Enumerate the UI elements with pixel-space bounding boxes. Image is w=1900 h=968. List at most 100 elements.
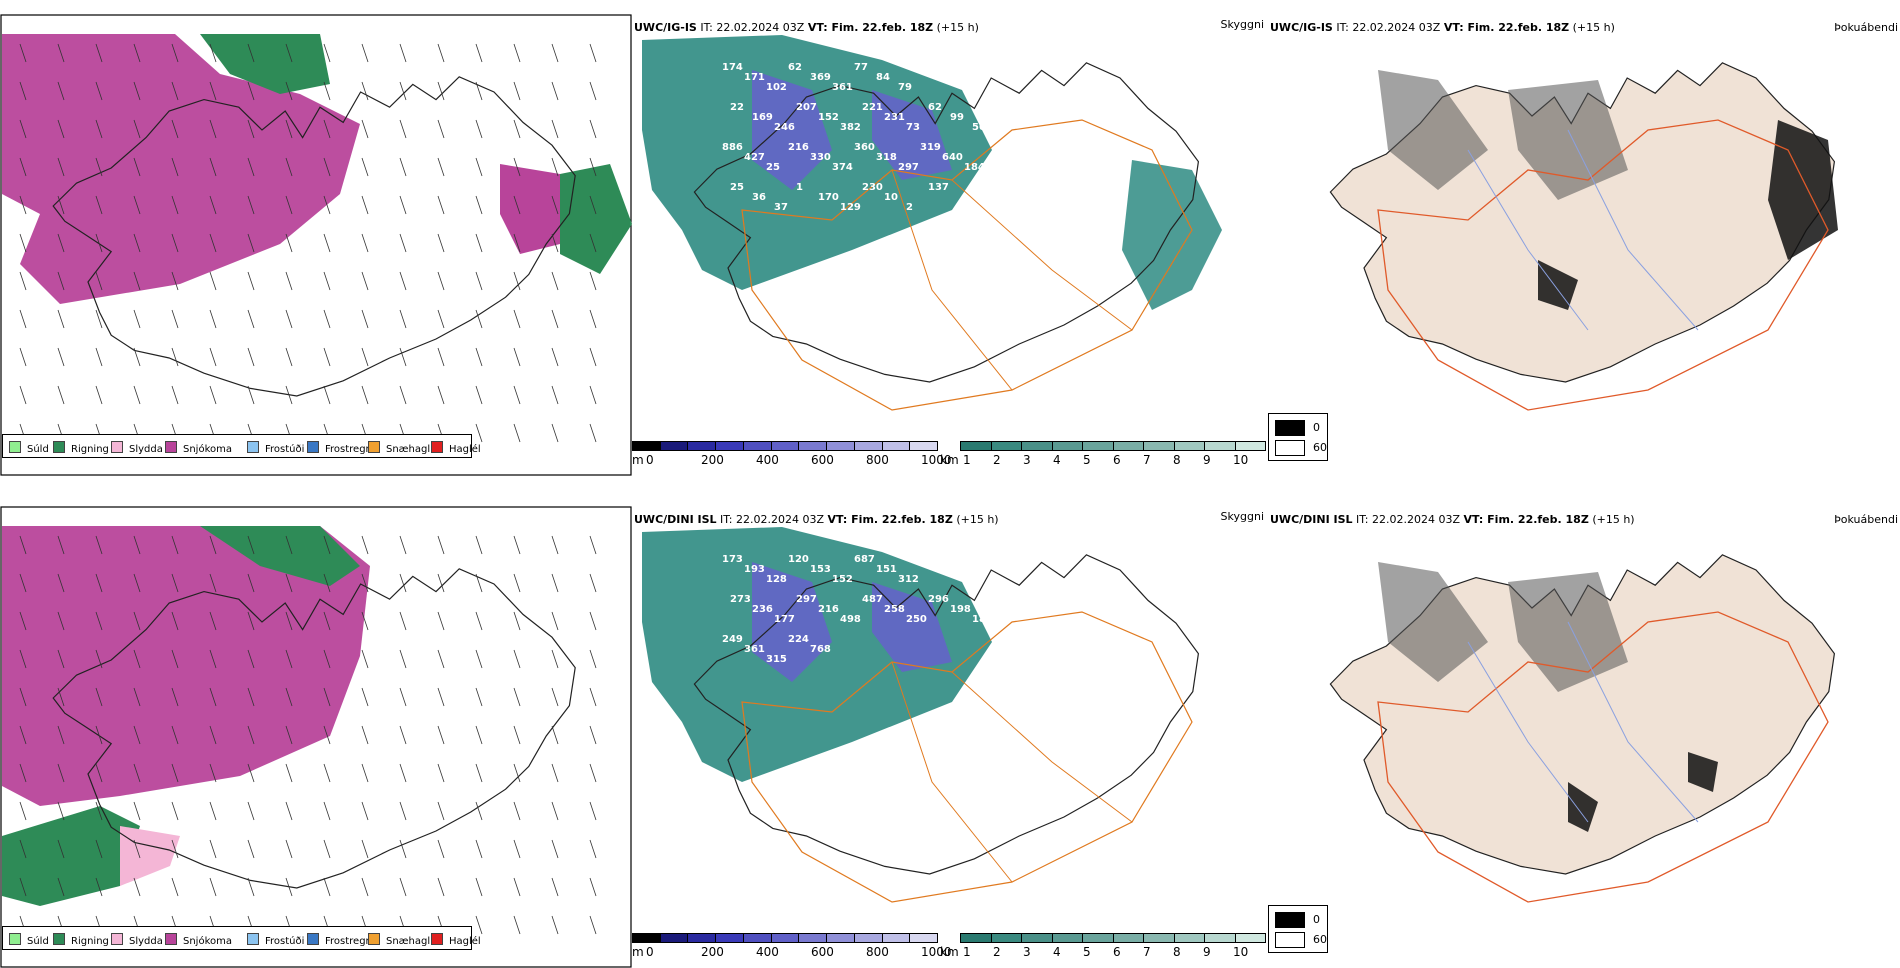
wind-barb	[589, 915, 597, 935]
wind-barb	[57, 839, 65, 859]
colorbar-segment	[910, 934, 938, 942]
road-network-inner	[891, 169, 1133, 391]
visibility-tick: 10	[1233, 945, 1249, 959]
cloudbase-label: 361	[744, 644, 765, 655]
wind-barb	[95, 535, 103, 555]
wind-barb	[95, 347, 103, 367]
wind-barb	[361, 763, 369, 783]
legend-swatch	[53, 441, 65, 453]
wind-barb	[285, 573, 293, 593]
fog-swatch-white	[1275, 440, 1305, 456]
cloudbase-label: 99	[950, 112, 964, 123]
colorbar-segment	[910, 442, 938, 450]
cloudbase-label: 36	[752, 192, 766, 203]
legend-item: Frostúði	[247, 933, 304, 947]
wind-barb	[513, 687, 521, 707]
precip-legend: Súld Rigning Slydda Snjókoma Frostúði Frostre…	[2, 434, 481, 458]
colorbar-segment	[716, 934, 744, 942]
cloudbase-tick: 800	[866, 945, 889, 959]
wind-barb	[551, 763, 559, 783]
wind-barb	[209, 839, 217, 859]
fog-map[interactable]	[1268, 522, 1900, 922]
fog-legend: 0 60	[1268, 413, 1328, 461]
cloudbase-label: 312	[898, 574, 919, 585]
wind-barb	[209, 233, 217, 253]
wind-barb	[133, 119, 141, 139]
wind-barb	[133, 573, 141, 593]
wind-barb	[551, 649, 559, 669]
wind-barb	[209, 81, 217, 101]
cloudbase-tick: 400	[756, 945, 779, 959]
road-network-inner	[891, 661, 1133, 883]
legend-item: Snæhagl	[368, 933, 430, 947]
cloudbase-label: 487	[862, 594, 883, 605]
cloudbase-unit: m	[632, 453, 644, 467]
wind-barb	[475, 347, 483, 367]
legend-item: Slydda	[111, 933, 163, 947]
cloudbase-label: 360	[854, 142, 875, 153]
colorbar-segment	[688, 442, 717, 450]
lead-time: (+15 h)	[956, 513, 999, 526]
wind-barb	[285, 611, 293, 631]
wind-barb	[285, 877, 293, 897]
wind-barb	[171, 119, 179, 139]
wind-barb	[361, 801, 369, 821]
iceland-coastline	[693, 554, 1200, 875]
wind-barb	[19, 347, 27, 367]
precip-map[interactable]	[0, 506, 632, 968]
cloud-visibility-map[interactable]: 1741711026236936177847918618716722169246…	[632, 30, 1268, 450]
colorbar-segment	[799, 934, 828, 942]
wind-barb	[57, 271, 65, 291]
precip-area-3	[120, 826, 180, 886]
wind-barb	[437, 195, 445, 215]
colorbar-segment	[991, 934, 1022, 942]
cloudbase-tick: 0	[646, 945, 654, 959]
legend-label: Súld	[27, 936, 49, 947]
cloudbase-label: 216	[818, 604, 839, 615]
fog-map[interactable]	[1268, 30, 1900, 430]
wind-barb	[475, 763, 483, 783]
wind-barb	[57, 801, 65, 821]
colorbar-segment	[1113, 442, 1144, 450]
cloudbase-label: 246	[774, 122, 795, 133]
wind-barb	[95, 573, 103, 593]
visibility-tick: 5	[1083, 453, 1091, 467]
wind-barb	[19, 611, 27, 631]
wind-barb	[475, 233, 483, 253]
cloudbase-label: 177	[774, 614, 795, 625]
cloudbase-label: 207	[796, 102, 817, 113]
cloudbase-tick: 0	[646, 453, 654, 467]
wind-barb	[551, 423, 559, 443]
precip-area-2	[2, 806, 140, 906]
precip-map[interactable]	[0, 14, 632, 476]
wind-barb	[133, 839, 141, 859]
wind-barb	[589, 43, 597, 63]
visibility-tick: 3	[1023, 945, 1031, 959]
wind-barb	[589, 839, 597, 859]
cloudbase-tick: 200	[701, 945, 724, 959]
fog-dense	[1538, 120, 1838, 310]
cloudbase-label: 167	[964, 82, 985, 93]
wind-barb	[437, 611, 445, 631]
wind-barb	[57, 43, 65, 63]
wind-barb	[551, 81, 559, 101]
wind-barb	[285, 649, 293, 669]
wind-barb	[551, 385, 559, 405]
visibility-unit: km	[940, 453, 959, 467]
wind-barb	[247, 233, 255, 253]
cloudbase-label: 297	[796, 594, 817, 605]
wind-barb	[551, 801, 559, 821]
wind-barb	[57, 535, 65, 555]
cloudbase-unit: m	[632, 945, 644, 959]
wind-barb	[133, 195, 141, 215]
wind-barb	[171, 801, 179, 821]
wind-barb	[171, 687, 179, 707]
wind-barb	[399, 119, 407, 139]
wind-barb	[285, 309, 293, 329]
cloudbase-label: 170	[818, 192, 839, 203]
wind-barb	[247, 611, 255, 631]
cloudbase-label: 137	[928, 182, 949, 193]
cloud-visibility-map[interactable]: 1731931281201531526871513122562283042732…	[632, 522, 1268, 942]
precip-area-3	[560, 164, 632, 274]
wind-barb	[475, 385, 483, 405]
